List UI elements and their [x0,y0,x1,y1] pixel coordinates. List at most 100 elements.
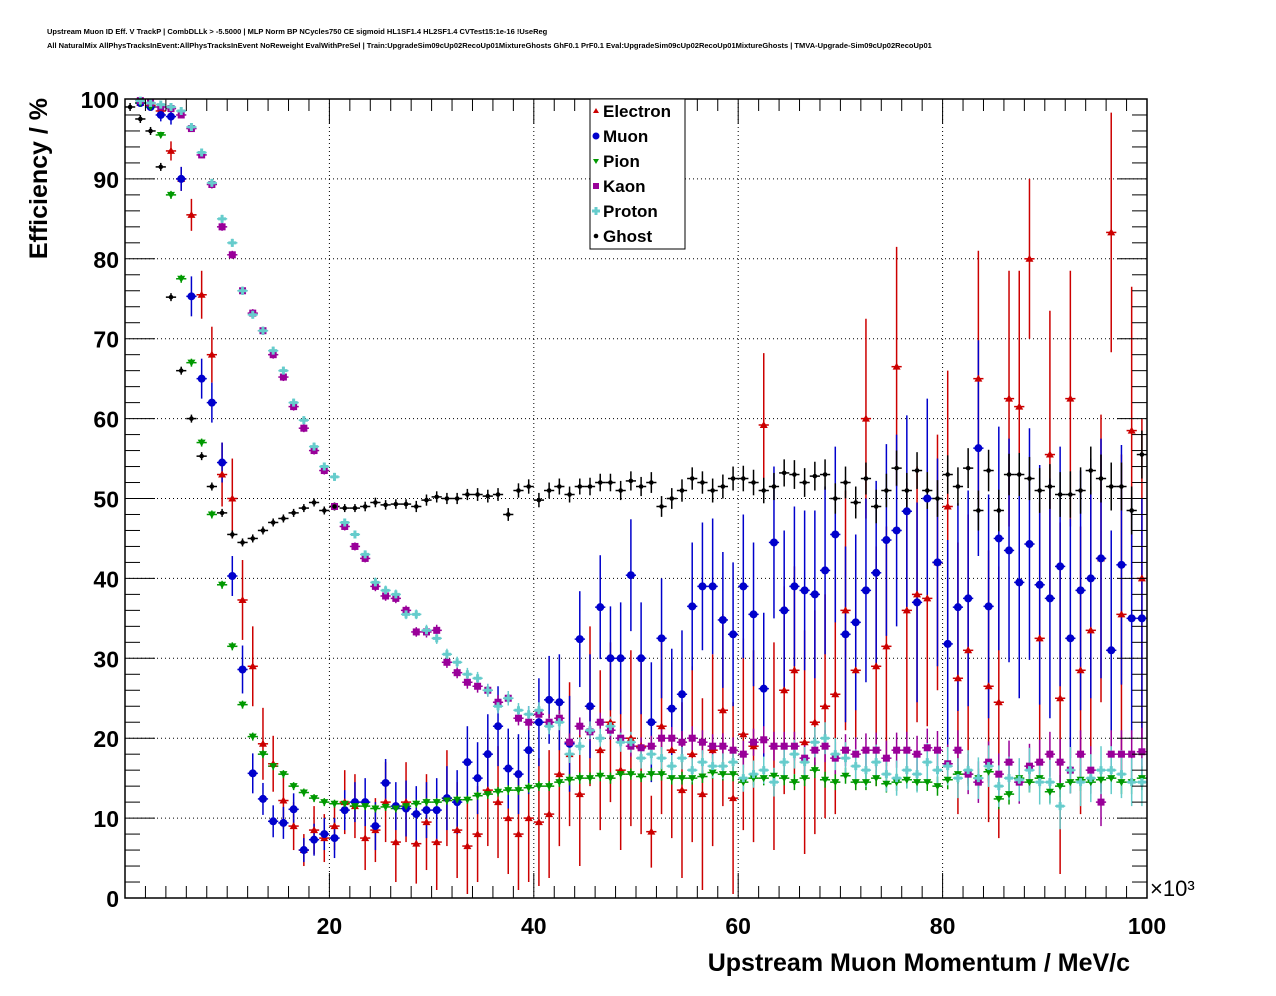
proton-point [494,702,503,711]
pion-point [299,789,308,797]
pion-point [350,803,359,811]
kaon-point [1138,748,1146,756]
legend-marker-proton [592,207,600,215]
pion-point [800,775,809,783]
muon-point [698,582,707,591]
ghost-point [434,494,440,500]
muon-point [1066,634,1075,643]
proton-point [279,366,288,375]
ghost-point [1129,508,1134,513]
muon-point [1107,646,1116,655]
muon-point [769,538,778,547]
legend-marker-electron [593,108,599,113]
ghost-point [894,465,899,471]
electron-point [688,750,697,758]
ghost-point [832,496,838,501]
electron-point [166,146,175,154]
pion-point [1025,779,1034,787]
proton-point [841,754,850,763]
proton-point [1117,770,1126,779]
ghost-point [209,484,215,489]
ghost-point [362,504,368,509]
muon-point [647,718,656,727]
proton-point [872,758,881,767]
proton-point [524,710,533,719]
electron-point [790,666,799,674]
header-line-1: Upstream Muon ID Eff. V TrackP | CombDLL… [47,27,548,36]
proton-point [1127,778,1136,787]
proton-point [371,578,380,587]
muon-point [340,806,349,815]
pion-point [729,771,738,779]
muon-point [759,684,768,693]
muon-point [637,654,646,663]
pion-point [473,792,482,800]
pion-point [248,733,257,741]
pion-point [166,191,175,199]
muon-point [841,630,850,639]
muon-point [831,530,840,539]
electron-point [1056,694,1065,702]
ghost-point [301,505,307,511]
electron-point [1086,626,1095,634]
proton-point [197,148,206,157]
x-multiplier: ×10³ [1150,876,1195,901]
legend-box [589,98,686,250]
muon-point [269,817,278,826]
ghost-point [127,104,133,110]
pion-point [1005,791,1014,799]
ghost-point [965,465,971,471]
pion-point [545,783,554,791]
ghost-point [168,294,174,300]
electron-point [831,690,840,698]
proton-point [616,738,625,747]
ghost-point [863,476,869,481]
ghost-point [454,496,460,501]
proton-point [545,722,554,731]
proton-point [923,758,932,767]
muon-point [371,822,380,831]
electron-point [606,718,615,726]
ghost-point [924,488,930,493]
proton-point [504,694,513,703]
electron-point [913,590,922,598]
electron-point [1015,402,1024,410]
electron-point [902,606,911,614]
proton-point [177,106,186,115]
proton-point [677,754,686,763]
pion-point [238,701,247,709]
muon-point [780,606,789,615]
pion-point [708,769,717,777]
pion-point [769,772,778,780]
proton-point [780,758,789,767]
ghost-point [700,480,705,485]
pion-point [831,779,840,787]
ghost-point [618,488,623,493]
pion-point [340,800,349,808]
kaon-point [954,746,962,754]
ghost-point [403,501,409,507]
ghost-point [812,473,818,479]
proton-point [381,586,390,595]
ghost-point [710,488,715,493]
kaon-point [750,738,758,746]
muon-point [1097,554,1106,563]
proton-point [269,346,278,355]
pion-point [1097,776,1106,784]
electron-point [1127,426,1136,434]
proton-point [1045,778,1054,787]
pion-point [381,803,390,811]
electron-point [1005,394,1014,402]
ghost-point [546,488,552,493]
muon-point [534,718,543,727]
electron-point [187,210,196,218]
pion-point [861,779,870,787]
y-tick-label: 60 [93,407,119,433]
proton-point [534,706,543,715]
kaon-point [453,669,461,677]
x-tick-label: 40 [521,913,547,939]
kaon-point [780,742,788,750]
muon-point [810,590,819,599]
muon-point [677,690,686,699]
electron-point [759,420,768,428]
